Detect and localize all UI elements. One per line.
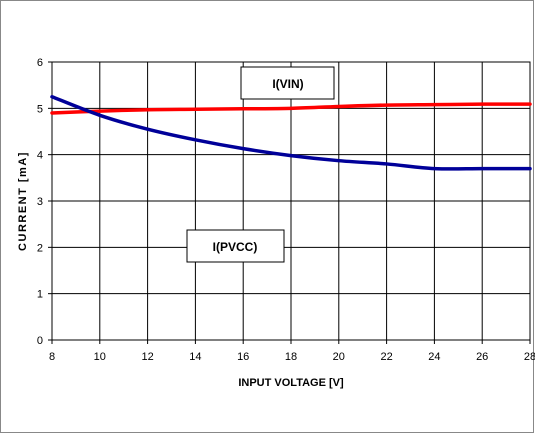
y-tick-label: 2 — [37, 242, 43, 254]
x-axis-title: INPUT VOLTAGE [V] — [238, 377, 344, 389]
y-tick-label: 6 — [37, 57, 43, 69]
y-tick-label: 0 — [37, 335, 43, 347]
x-tick-label: 24 — [428, 351, 440, 363]
x-tick-label: 16 — [237, 351, 249, 363]
y-tick-label: 5 — [37, 103, 43, 115]
y-tick-label: 4 — [37, 150, 43, 162]
y-axis-title: CURRENT [mA] — [17, 151, 29, 251]
x-tick-label: 26 — [476, 351, 488, 363]
x-tick-label: 20 — [333, 351, 345, 363]
y-tick-label: 3 — [37, 196, 43, 208]
x-axis-ticks: 8 10 12 14 16 18 20 22 24 26 28 — [49, 340, 535, 363]
annotation-pvcc: I(PVCC) — [186, 229, 285, 263]
x-tick-label: 22 — [380, 351, 392, 363]
x-tick-label: 10 — [94, 351, 106, 363]
series-group — [50, 95, 532, 171]
y-axis-ticks: 0 1 2 3 4 5 6 — [37, 57, 52, 347]
annotation-vin: I(VIN) — [240, 66, 335, 100]
x-tick-label: 18 — [285, 351, 297, 363]
annotation-vin-box — [240, 66, 335, 100]
y-tick-label: 1 — [37, 289, 43, 301]
x-tick-label: 28 — [524, 351, 535, 363]
x-tick-label: 8 — [49, 351, 55, 363]
x-tick-label: 12 — [141, 351, 153, 363]
series-line-i-pvcc — [50, 95, 532, 171]
annotation-pvcc-box — [186, 229, 285, 263]
series-line-i-vin — [50, 102, 532, 115]
annotation-vin-label: I(VIN) — [272, 77, 303, 91]
x-tick-label: 14 — [189, 351, 201, 363]
annotation-pvcc-label: I(PVCC) — [213, 240, 258, 254]
